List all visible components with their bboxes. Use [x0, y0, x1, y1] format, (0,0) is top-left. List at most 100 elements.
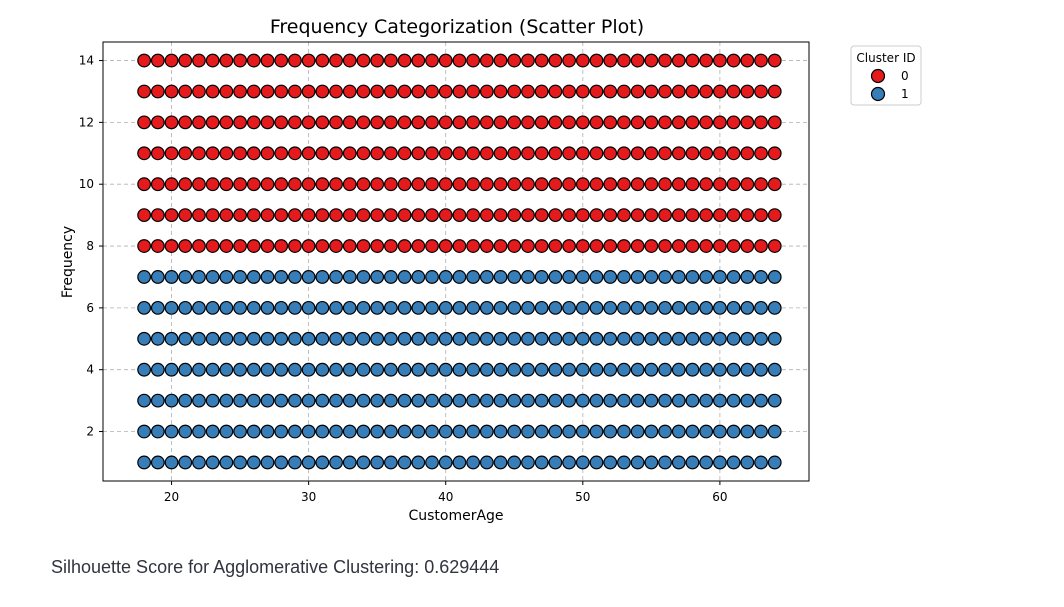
scatter-point-cluster-1	[315, 362, 330, 377]
scatter-point-cluster-0	[589, 115, 604, 130]
scatter-point-cluster-1	[548, 424, 563, 439]
scatter-point-cluster-0	[315, 208, 330, 223]
scatter-point-cluster-1	[164, 362, 179, 377]
scatter-point-cluster-1	[712, 393, 727, 408]
scatter-point-cluster-1	[617, 393, 631, 408]
scatter-point-cluster-0	[192, 115, 206, 130]
scatter-point-cluster-1	[137, 300, 152, 315]
scatter-point-cluster-0	[493, 53, 508, 68]
scatter-point-cluster-0	[150, 146, 165, 161]
scatter-point-cluster-1	[479, 362, 494, 377]
scatter-point-cluster-0	[164, 53, 179, 68]
scatter-point-cluster-1	[164, 300, 179, 315]
scatter-point-cluster-1	[315, 300, 330, 315]
scatter-point-cluster-1	[767, 270, 782, 284]
scatter-point-cluster-1	[767, 424, 782, 439]
scatter-point-cluster-1	[205, 393, 220, 408]
scatter-point-cluster-1	[644, 300, 659, 315]
scatter-point-cluster-0	[219, 146, 234, 161]
scatter-point-cluster-1	[726, 393, 741, 408]
legend-marker-0	[870, 68, 886, 84]
scatter-point-cluster-0	[205, 84, 220, 99]
x-axis-ticks: 20 30 40 50 60	[164, 481, 728, 504]
scatter-point-cluster-1	[562, 393, 576, 408]
scatter-point-cluster-1	[137, 455, 152, 470]
scatter-point-cluster-0	[205, 53, 220, 68]
scatter-point-cluster-0	[644, 146, 659, 161]
scatter-point-cluster-1	[658, 393, 672, 408]
scatter-point-cluster-0	[740, 84, 755, 99]
scatter-point-cluster-0	[754, 239, 768, 253]
scatter-point-cluster-0	[219, 84, 234, 99]
scatter-point-cluster-1	[671, 300, 686, 315]
scatter-point-cluster-0	[260, 84, 275, 99]
scatter-point-cluster-0	[479, 53, 494, 68]
scatter-point-cluster-1	[589, 362, 604, 377]
scatter-point-cluster-0	[329, 177, 343, 192]
scatter-point-cluster-0	[246, 115, 261, 130]
scatter-point-cluster-0	[452, 208, 467, 223]
scatter-point-cluster-0	[397, 115, 412, 130]
scatter-point-cluster-0	[301, 239, 316, 253]
scatter-point-cluster-1	[521, 300, 535, 315]
scatter-point-cluster-1	[137, 393, 152, 408]
scatter-point-cluster-1	[274, 300, 289, 315]
scatter-point-cluster-1	[150, 331, 165, 346]
scatter-point-cluster-1	[178, 455, 193, 470]
scatter-point-cluster-0	[644, 53, 659, 68]
scatter-point-cluster-1	[205, 270, 220, 284]
scatter-point-cluster-1	[521, 331, 535, 346]
scatter-point-cluster-0	[630, 177, 645, 192]
scatter-point-cluster-0	[411, 84, 426, 99]
scatter-point-cluster-0	[740, 53, 755, 68]
scatter-point-cluster-0	[603, 84, 618, 99]
scatter-point-cluster-1	[726, 270, 741, 284]
scatter-point-cluster-1	[411, 300, 426, 315]
scatter-point-cluster-1	[712, 331, 727, 346]
scatter-point-cluster-1	[534, 331, 549, 346]
scatter-point-cluster-0	[575, 146, 590, 161]
scatter-point-cluster-1	[397, 270, 412, 284]
scatter-point-cluster-1	[370, 300, 385, 315]
scatter-point-cluster-0	[137, 208, 152, 223]
scatter-point-cluster-1	[150, 300, 165, 315]
scatter-point-cluster-0	[383, 146, 398, 161]
scatter-point-cluster-0	[534, 84, 549, 99]
scatter-point-cluster-1	[767, 300, 782, 315]
scatter-point-cluster-1	[589, 455, 604, 470]
scatter-point-cluster-1	[288, 393, 302, 408]
scatter-point-cluster-1	[493, 362, 508, 377]
scatter-point-cluster-1	[246, 362, 261, 377]
scatter-point-cluster-0	[288, 146, 302, 161]
scatter-point-cluster-0	[178, 53, 193, 68]
scatter-point-cluster-0	[288, 177, 302, 192]
scatter-point-cluster-1	[205, 424, 220, 439]
scatter-point-cluster-0	[329, 208, 343, 223]
scatter-point-cluster-0	[219, 115, 234, 130]
scatter-point-cluster-1	[260, 331, 275, 346]
scatter-point-cluster-0	[685, 53, 700, 68]
scatter-point-cluster-0	[288, 53, 302, 68]
scatter-point-cluster-1	[507, 362, 522, 377]
scatter-point-cluster-1	[493, 455, 508, 470]
scatter-point-cluster-0	[315, 84, 330, 99]
scatter-point-cluster-0	[603, 239, 618, 253]
scatter-point-cluster-0	[726, 53, 741, 68]
scatter-point-cluster-1	[246, 300, 261, 315]
scatter-point-cluster-1	[740, 455, 755, 470]
scatter-point-cluster-1	[383, 424, 398, 439]
scatter-point-cluster-1	[425, 362, 439, 377]
scatter-point-cluster-1	[699, 331, 714, 346]
scatter-point-cluster-1	[233, 362, 247, 377]
scatter-point-cluster-0	[233, 146, 247, 161]
scatter-point-cluster-1	[356, 393, 371, 408]
scatter-point-cluster-0	[644, 84, 659, 99]
scatter-point-cluster-1	[150, 362, 165, 377]
scatter-point-cluster-1	[219, 300, 234, 315]
scatter-point-cluster-1	[754, 331, 768, 346]
scatter-point-cluster-0	[178, 115, 193, 130]
scatter-point-cluster-1	[383, 270, 398, 284]
scatter-point-cluster-1	[192, 393, 206, 408]
scatter-point-cluster-0	[767, 239, 782, 253]
scatter-point-cluster-1	[562, 270, 576, 284]
